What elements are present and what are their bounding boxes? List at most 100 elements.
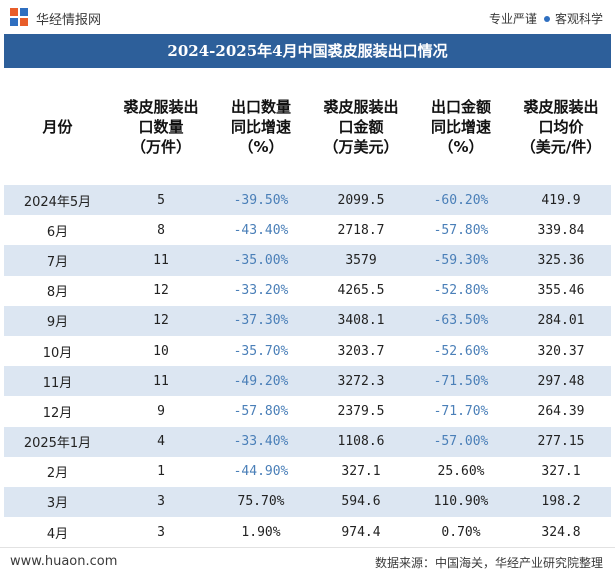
table-cell: 284.01	[511, 305, 611, 336]
table-cell: -71.70%	[411, 396, 511, 427]
site-url: www.huaon.com	[10, 554, 118, 569]
table-row: 8月 12 -33.20% 4265.5 -52.80% 355.46	[4, 275, 611, 306]
table-cell: -59.30%	[411, 245, 511, 276]
table-cell: 11	[111, 245, 211, 276]
table-cell: 8	[111, 215, 211, 246]
table-row: 3月 3 75.70% 594.6 110.90% 198.2	[4, 486, 611, 518]
column-header-0: 月份	[42, 117, 73, 136]
table-row: 6月 8 -43.40% 2718.7 -57.80% 339.84	[4, 215, 611, 246]
top-bar: 华经情报网 专业严谨 客观科学	[0, 0, 615, 34]
table-cell: -63.50%	[411, 305, 511, 336]
table-cell: 320.37	[511, 335, 611, 367]
table-title: 2024-2025年4月中国裘皮服装出口情况	[4, 34, 611, 68]
huajing-logo-icon	[10, 8, 28, 26]
table-row: 9月 12 -37.30% 3408.1 -63.50% 284.01	[4, 305, 611, 336]
dot-icon	[543, 16, 550, 22]
table-cell: 10	[111, 335, 211, 367]
table-cell: 9	[111, 396, 211, 427]
table-cell: 3408.1	[311, 305, 411, 336]
table-cell: 12	[111, 275, 211, 306]
table-row: 7月 11 -35.00% 3579 -59.30% 325.36	[4, 245, 611, 276]
table-cell: 0.70%	[411, 517, 511, 548]
table-cell: 2379.5	[311, 396, 411, 427]
table-cell: -71.50%	[411, 366, 511, 397]
table-cell: 327.1	[311, 456, 411, 487]
table-cell: -35.70%	[211, 335, 311, 367]
table-row: 11月 11 -49.20% 3272.3 -71.50% 297.48	[4, 366, 611, 397]
table-cell: 974.4	[311, 517, 411, 548]
table-cell: 327.1	[511, 456, 611, 487]
table-cell: -35.00%	[211, 245, 311, 276]
table-cell: 2099.5	[311, 185, 411, 216]
table-cell: 1108.6	[311, 426, 411, 457]
table-cell: 110.90%	[411, 486, 511, 518]
table-cell: -39.50%	[211, 185, 311, 216]
table-body: 2024年5月 5 -39.50% 2099.5 -60.20% 419.9 6月 8 -43.…	[4, 185, 611, 548]
column-header-3: 裘皮服装出 口金额 （万美元）	[323, 97, 399, 156]
table-cell: 4月	[4, 517, 111, 548]
column-header-2: 出口数量 同比增速 （%）	[230, 97, 291, 156]
data-source: 数据来源：中国海关，华经产业研究院整理	[374, 556, 603, 570]
table-row: 2月 1 -44.90% 327.1 25.60% 327.1	[4, 456, 611, 487]
table-cell: 2月	[4, 456, 111, 487]
table-cell: 6月	[4, 215, 111, 246]
table-cell: 3	[111, 517, 211, 548]
table-cell: 325.36	[511, 245, 611, 276]
table-cell: 3月	[4, 486, 111, 518]
table-cell: 3	[111, 486, 211, 518]
table-cell: 9月	[4, 305, 111, 336]
table-cell: 5	[111, 185, 211, 216]
table-cell: 11	[111, 366, 211, 397]
export-table: 月份 裘皮服装出 口数量 （万件） 出口数量 同比增速 （%） 裘皮服装出 口金额 （万美元） 出口…	[4, 68, 611, 548]
table-cell: 3203.7	[311, 335, 411, 367]
table-cell: -57.00%	[411, 426, 511, 457]
table-cell: -33.40%	[211, 426, 311, 457]
table-cell: 3272.3	[311, 366, 411, 397]
table-cell: 2024年5月	[4, 185, 111, 216]
table-row: 12月 9 -57.80% 2379.5 -71.70% 264.39	[4, 396, 611, 427]
table-cell: -52.60%	[411, 335, 511, 367]
footer: www.huaon.com 数据来源：中国海关，华经产业研究院整理	[0, 547, 615, 580]
table-cell: 7月	[4, 245, 111, 276]
table-row: 2024年5月 5 -39.50% 2099.5 -60.20% 419.9	[4, 185, 611, 216]
tagline-left: 专业严谨	[488, 12, 537, 26]
column-header-1: 裘皮服装出 口数量 （万件）	[123, 97, 199, 156]
table-cell: 4265.5	[311, 275, 411, 306]
table-cell: 3579	[311, 245, 411, 276]
brand-name: 华经情报网	[36, 13, 102, 28]
table-cell: -43.40%	[211, 215, 311, 246]
tagline: 专业严谨 客观科学	[489, 10, 603, 27]
table-cell: 10月	[4, 335, 111, 367]
table-row: 10月 10 -35.70% 3203.7 -52.60% 320.37	[4, 335, 611, 367]
table-header-row: 月份 裘皮服装出 口数量 （万件） 出口数量 同比增速 （%） 裘皮服装出 口金额 （万美元） 出口…	[4, 68, 611, 185]
table-cell: 355.46	[511, 275, 611, 306]
table-cell: 12月	[4, 396, 111, 427]
tagline-right: 客观科学	[554, 12, 603, 26]
table-cell: -44.90%	[211, 456, 311, 487]
table-cell: -37.30%	[211, 305, 311, 336]
table-cell: 339.84	[511, 215, 611, 246]
table-cell: 198.2	[511, 486, 611, 518]
table-cell: -57.80%	[211, 396, 311, 427]
table-row: 2025年1月 4 -33.40% 1108.6 -57.00% 277.15	[4, 426, 611, 457]
table-cell: -52.80%	[411, 275, 511, 306]
table-cell: 12	[111, 305, 211, 336]
column-header-4: 出口金额 同比增速 （%）	[430, 97, 491, 156]
table-cell: 1	[111, 456, 211, 487]
table-cell: 25.60%	[411, 456, 511, 487]
table-cell: 75.70%	[211, 486, 311, 518]
table-cell: -49.20%	[211, 366, 311, 397]
table-cell: 277.15	[511, 426, 611, 457]
table-row: 4月 3 1.90% 974.4 0.70% 324.8	[4, 517, 611, 548]
table-cell: -60.20%	[411, 185, 511, 216]
table-cell: 4	[111, 426, 211, 457]
table-cell: 2025年1月	[4, 426, 111, 457]
column-header-5: 裘皮服装出 口均价 （美元/件）	[520, 97, 602, 156]
table-cell: 594.6	[311, 486, 411, 518]
table-cell: 8月	[4, 275, 111, 306]
table-cell: -33.20%	[211, 275, 311, 306]
table-cell: 324.8	[511, 517, 611, 548]
table-cell: -57.80%	[411, 215, 511, 246]
table-cell: 264.39	[511, 396, 611, 427]
table-cell: 11月	[4, 366, 111, 397]
